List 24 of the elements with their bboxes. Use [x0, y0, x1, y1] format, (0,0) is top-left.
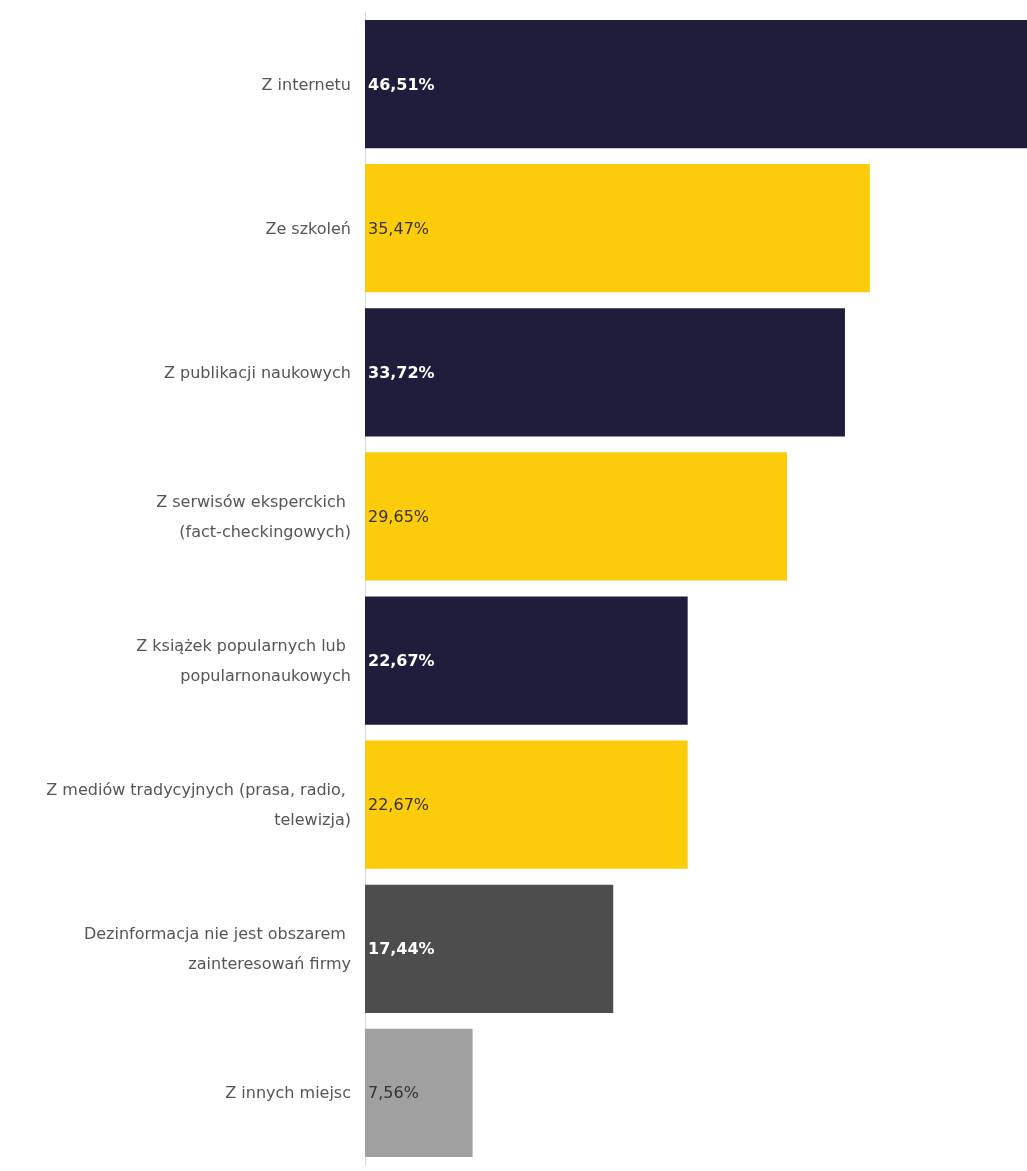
- data-label: 17,44%: [368, 939, 435, 959]
- y-tick-label: Z mediów tradycyjnych (prasa, radio, telewizja): [46, 780, 351, 830]
- bar: [365, 19, 1027, 149]
- bar: [365, 452, 788, 581]
- bar: [365, 308, 845, 437]
- bar: [365, 596, 688, 725]
- y-tick-label: Z internetu: [261, 74, 351, 94]
- data-label: 7,56%: [368, 1083, 419, 1103]
- bar: [365, 1028, 473, 1158]
- data-label: 33,72%: [368, 362, 435, 382]
- bar: [365, 740, 688, 869]
- bar: [365, 884, 614, 1013]
- data-label: 22,67%: [368, 651, 435, 671]
- data-label: 46,51%: [368, 74, 435, 94]
- data-label: 29,65%: [368, 506, 430, 526]
- data-label: 22,67%: [368, 795, 430, 815]
- bar: [365, 164, 870, 293]
- data-label: 35,47%: [368, 218, 430, 238]
- y-tick-label: Z publikacji naukowych: [163, 362, 351, 382]
- y-tick-label: Dezinformacja nie jest obszarem zainteresowań firmy: [83, 924, 351, 974]
- y-tick-label: Z innych miejsc: [225, 1083, 351, 1103]
- y-tick-label: Z książek popularnych lub popularnonaukowych: [136, 636, 351, 686]
- y-tick-label: Ze szkoleń: [265, 218, 351, 238]
- y-tick-label: Z serwisów eksperckich (fact-checkingowych): [156, 491, 351, 541]
